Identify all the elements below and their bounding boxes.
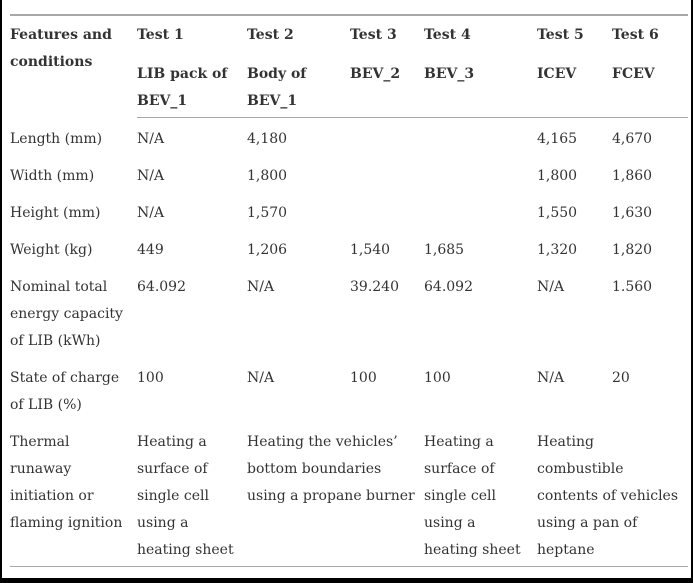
test-3-title: Test 3	[350, 27, 397, 43]
value-cell: 1.560	[612, 279, 653, 295]
row-label-weight: Weight (kg)	[10, 242, 93, 258]
table-row-height: Height (mm) N/A 1,570 1,550 1,630	[10, 192, 688, 229]
value-cell: 39.240	[350, 279, 399, 295]
header-row: Features and conditions Test 1 LIB pack …	[10, 15, 688, 118]
value-cell: 1,570	[247, 205, 288, 221]
value-cell	[350, 192, 424, 229]
value-cell: 1,685	[424, 242, 465, 258]
value-cell: 100	[137, 370, 164, 386]
test-4-subtitle: BEV_3	[424, 66, 475, 82]
test-2-subtitle: Body of BEV_1	[247, 66, 307, 109]
value-cell-ignition-test-4: Heating a surface of single cell using a…	[424, 421, 537, 567]
features-header-cell: Features and conditions	[10, 15, 137, 118]
test-4-title: Test 4	[424, 27, 471, 43]
header-cell-test-5: Test 5 ICEV	[537, 15, 612, 118]
test-1-subtitle: LIB pack of BEV_1	[137, 66, 228, 109]
test-6-title: Test 6	[612, 27, 659, 43]
table-row-weight: Weight (kg) 449 1,206 1,540 1,685 1,320 …	[10, 229, 688, 266]
value-cell: 100	[350, 370, 377, 386]
test-2-title: Test 2	[247, 27, 294, 43]
value-cell: N/A	[537, 370, 565, 386]
value-cell-ignition-test-2-3: Heating the vehicles’ bottom boundaries …	[247, 421, 424, 567]
header-cell-test-1: Test 1 LIB pack of BEV_1	[137, 15, 247, 118]
header-cell-test-3: Test 3 BEV_2	[350, 15, 424, 118]
row-label-energy-capacity: Nominal total energy capacity of LIB (kW…	[10, 279, 123, 349]
value-cell: 1,320	[537, 242, 578, 258]
value-cell	[350, 155, 424, 192]
value-cell: 4,670	[612, 131, 653, 147]
value-cell: 1,540	[350, 242, 391, 258]
test-3-subtitle: BEV_2	[350, 66, 401, 82]
header-cell-test-2: Test 2 Body of BEV_1	[247, 15, 350, 118]
features-header-label: Features and conditions	[10, 27, 112, 70]
value-cell: N/A	[137, 168, 165, 184]
value-cell: 449	[137, 242, 164, 258]
value-cell: 1,820	[612, 242, 653, 258]
value-cell: N/A	[137, 131, 165, 147]
row-label-width: Width (mm)	[10, 168, 95, 184]
header-cell-test-6: Test 6 FCEV	[612, 15, 688, 118]
value-cell: 100	[424, 370, 451, 386]
value-cell: 1,630	[612, 205, 653, 221]
value-cell	[424, 192, 537, 229]
value-cell: N/A	[247, 279, 275, 295]
table-row-width: Width (mm) N/A 1,800 1,800 1,860	[10, 155, 688, 192]
value-cell: 64.092	[137, 279, 186, 295]
row-label-length: Length (mm)	[10, 130, 103, 147]
table-row-energy-capacity: Nominal total energy capacity of LIB (kW…	[10, 266, 688, 357]
value-cell-ignition-test-1: Heating a surface of single cell using a…	[137, 421, 247, 567]
value-cell: N/A	[137, 205, 165, 221]
value-cell: 20	[612, 370, 630, 386]
value-cell	[424, 155, 537, 192]
test-5-title: Test 5	[537, 27, 584, 43]
value-cell: 1,860	[612, 168, 653, 184]
value-cell: 1,800	[247, 168, 288, 184]
value-cell: 4,165	[537, 131, 578, 147]
value-cell: 4,180	[247, 131, 288, 147]
value-cell: 1,206	[247, 242, 288, 258]
test-conditions-table: Features and conditions Test 1 LIB pack …	[10, 14, 688, 567]
test-5-subtitle: ICEV	[537, 66, 577, 82]
value-cell: 64.092	[424, 279, 473, 295]
table-row-ignition-method: Thermal runaway initiation or flaming ig…	[10, 421, 688, 567]
value-cell	[424, 118, 537, 156]
value-cell: N/A	[247, 370, 275, 386]
value-cell: N/A	[537, 279, 565, 295]
value-cell	[350, 118, 424, 156]
row-label-height: Height (mm)	[10, 205, 101, 221]
header-cell-test-4: Test 4 BEV_3	[424, 15, 537, 118]
row-label-state-of-charge: State of charge of LIB (%)	[10, 370, 120, 413]
test-1-title: Test 1	[137, 27, 184, 43]
table-row-state-of-charge: State of charge of LIB (%) 100 N/A 100 1…	[10, 357, 688, 421]
value-cell: 1,800	[537, 168, 578, 184]
test-6-subtitle: FCEV	[612, 66, 655, 82]
row-label-ignition-method: Thermal runaway initiation or flaming ig…	[10, 421, 137, 567]
value-cell-ignition-test-5-6: Heating combustible contents of vehicles…	[537, 421, 688, 567]
value-cell: 1,550	[537, 205, 578, 221]
table-row-length: Length (mm) N/A 4,180 4,165 4,670	[10, 118, 688, 156]
